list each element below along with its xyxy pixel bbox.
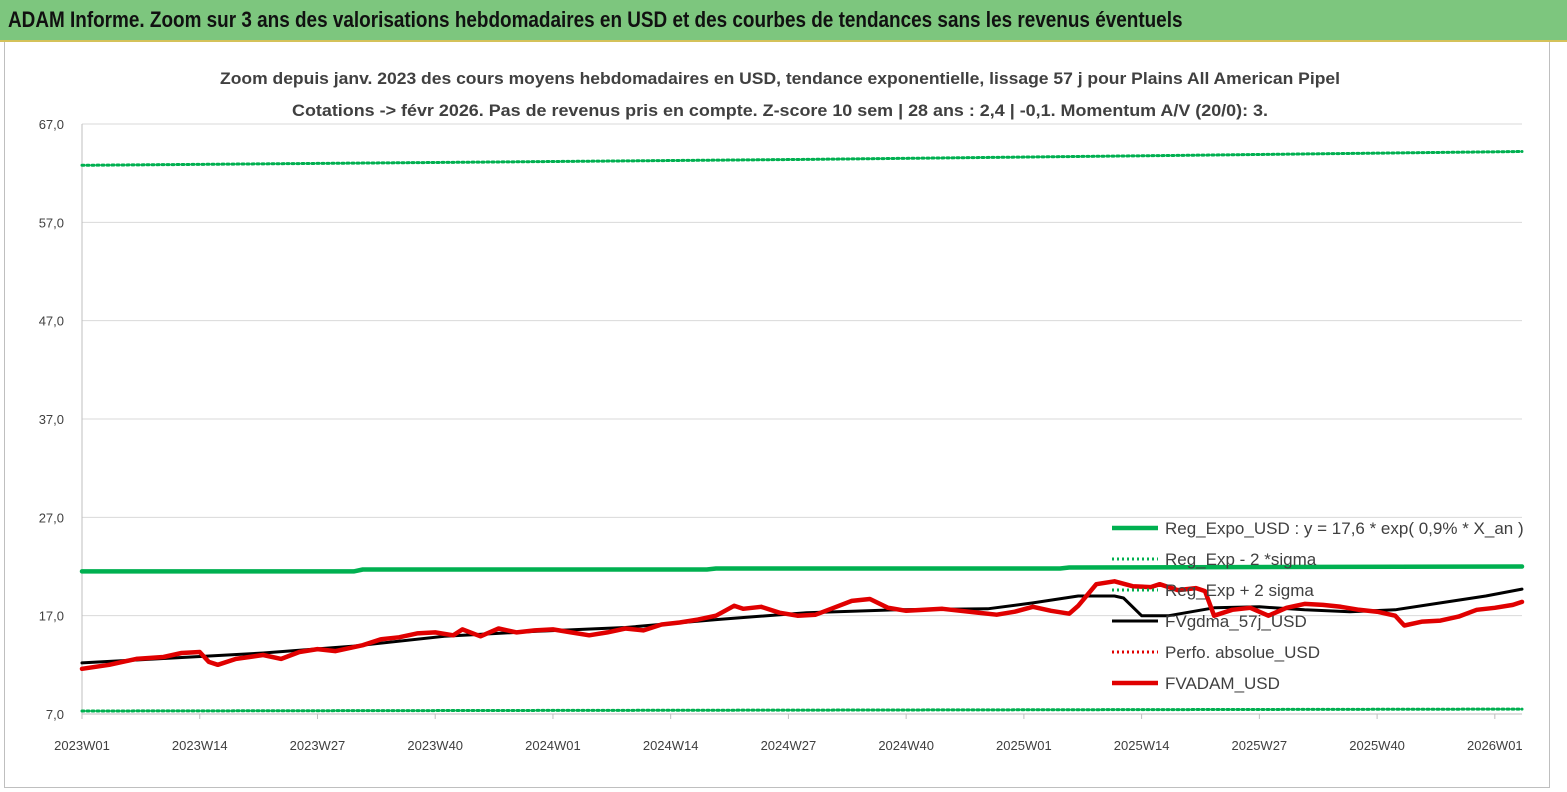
- y-tick-label: 47,0: [39, 314, 64, 329]
- chart-title-line1: Zoom depuis janv. 2023 des cours moyens …: [220, 69, 1340, 88]
- y-tick-label: 7,0: [46, 707, 64, 722]
- x-tick-label: 2023W01: [54, 738, 110, 753]
- banner-title: ADAM Informe. Zoom sur 3 ans des valoris…: [8, 7, 1183, 32]
- y-tick-label: 37,0: [39, 412, 64, 427]
- series-line: [80, 707, 1524, 713]
- series-line: [80, 587, 1524, 665]
- x-tick-label: 2025W01: [996, 738, 1052, 753]
- x-tick-label: 2023W40: [407, 738, 463, 753]
- report-banner: ADAM Informe. Zoom sur 3 ans des valoris…: [0, 0, 1567, 42]
- frame-right: [1549, 42, 1550, 788]
- x-tick-label: 2025W27: [1232, 738, 1288, 753]
- series-line: [79, 579, 1525, 672]
- grid: [81, 123, 1522, 715]
- legend-label: FVgdma_57j_USD: [1165, 612, 1307, 631]
- y-tick-label: 67,0: [39, 117, 64, 132]
- series-line: [79, 564, 1525, 574]
- y-tick-label: 57,0: [39, 215, 64, 230]
- x-axis-ticks: 2023W01 2023W14 2023W27 2023W40 2024W01 2024W…: [54, 714, 1523, 753]
- x-tick-label: 2024W40: [878, 738, 934, 753]
- series-lines: [79, 150, 1525, 713]
- x-tick-label: 2026W01: [1467, 738, 1523, 753]
- legend-label: Reg_Expo_USD : y = 17,6 * exp( 0,9% * X_…: [1165, 519, 1524, 538]
- legend-label: FVADAM_USD: [1165, 674, 1280, 693]
- series-line: [80, 150, 1524, 167]
- x-tick-label: 2024W01: [525, 738, 581, 753]
- chart-title-line2: Cotations -> févr 2026. Pas de revenus p…: [292, 101, 1268, 120]
- y-axis-ticks: 67,0 57,0 47,0 37,0 27,0 17,0 7,0: [39, 117, 64, 722]
- x-tick-label: 2024W27: [761, 738, 817, 753]
- legend: Reg_Expo_USD : y = 17,6 * exp( 0,9% * X_…: [1112, 519, 1524, 693]
- x-tick-label: 2024W14: [643, 738, 699, 753]
- frame-left: [4, 42, 5, 788]
- legend-label: Reg_Exp - 2 *sigma: [1165, 550, 1317, 569]
- y-tick-label: 17,0: [39, 609, 64, 624]
- legend-label: Reg_Exp + 2 sigma: [1165, 581, 1314, 600]
- x-tick-label: 2025W40: [1349, 738, 1405, 753]
- legend-label: Perfo. absolue_USD: [1165, 643, 1320, 662]
- x-tick-label: 2023W27: [290, 738, 346, 753]
- y-tick-label: 27,0: [39, 510, 64, 525]
- valuation-chart: Zoom depuis janv. 2023 des cours moyens …: [39, 69, 1525, 753]
- frame-bottom: [4, 787, 1550, 788]
- x-tick-label: 2023W14: [172, 738, 228, 753]
- x-tick-label: 2025W14: [1114, 738, 1170, 753]
